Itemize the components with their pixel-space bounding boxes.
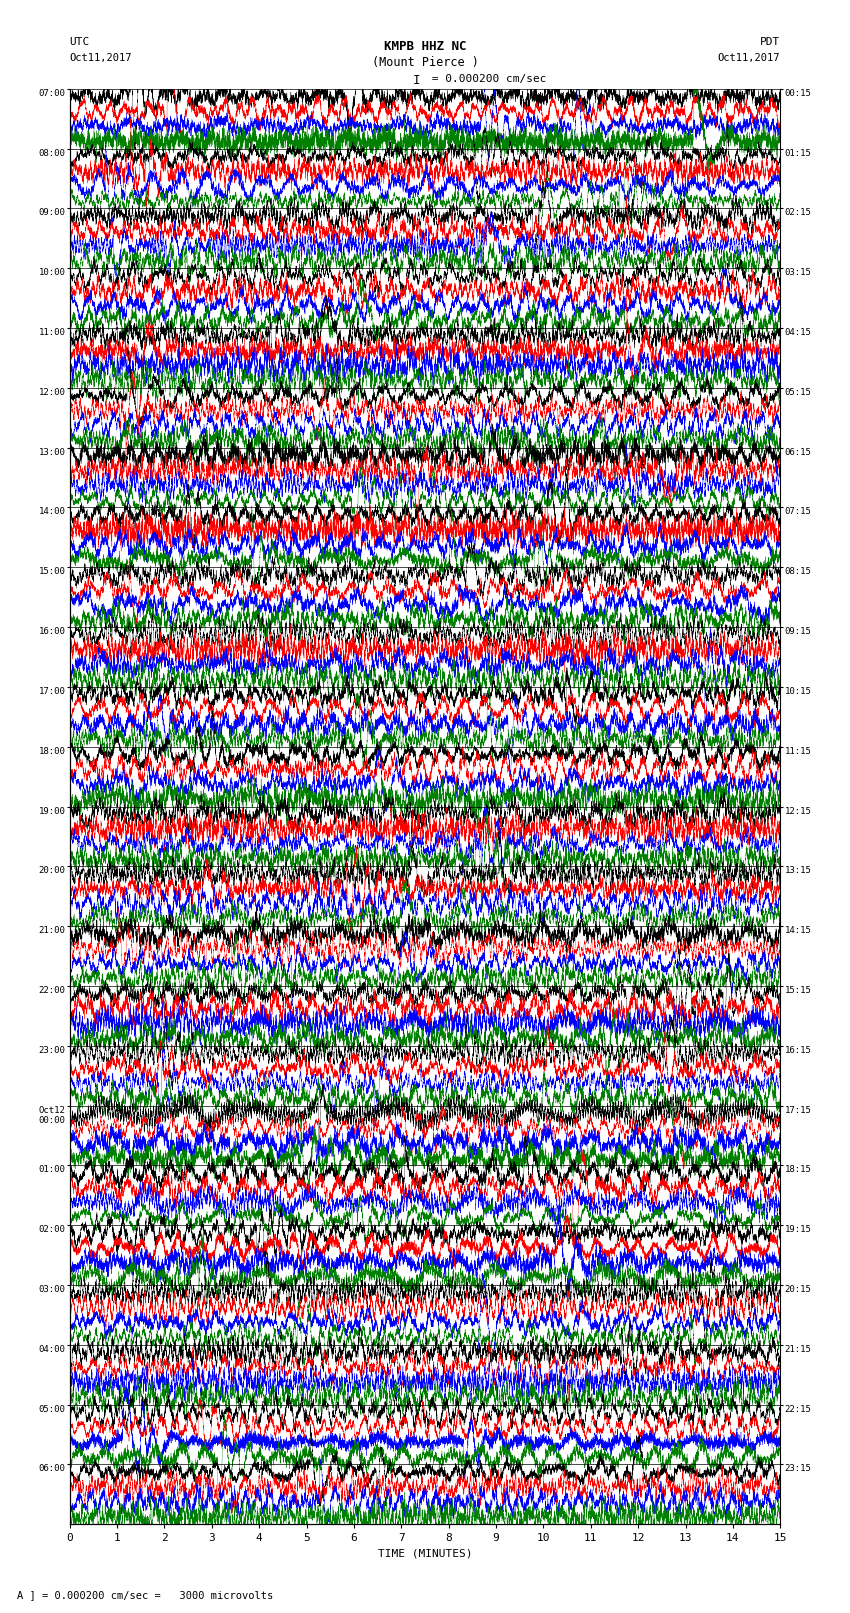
Text: I: I [413, 74, 421, 87]
Text: PDT: PDT [760, 37, 780, 47]
Text: Oct11,2017: Oct11,2017 [70, 53, 133, 63]
Text: Oct11,2017: Oct11,2017 [717, 53, 780, 63]
Text: A ] = 0.000200 cm/sec =   3000 microvolts: A ] = 0.000200 cm/sec = 3000 microvolts [17, 1590, 273, 1600]
Text: = 0.000200 cm/sec: = 0.000200 cm/sec [425, 74, 547, 84]
X-axis label: TIME (MINUTES): TIME (MINUTES) [377, 1548, 473, 1558]
Text: (Mount Pierce ): (Mount Pierce ) [371, 56, 479, 69]
Text: UTC: UTC [70, 37, 90, 47]
Text: KMPB HHZ NC: KMPB HHZ NC [383, 40, 467, 53]
